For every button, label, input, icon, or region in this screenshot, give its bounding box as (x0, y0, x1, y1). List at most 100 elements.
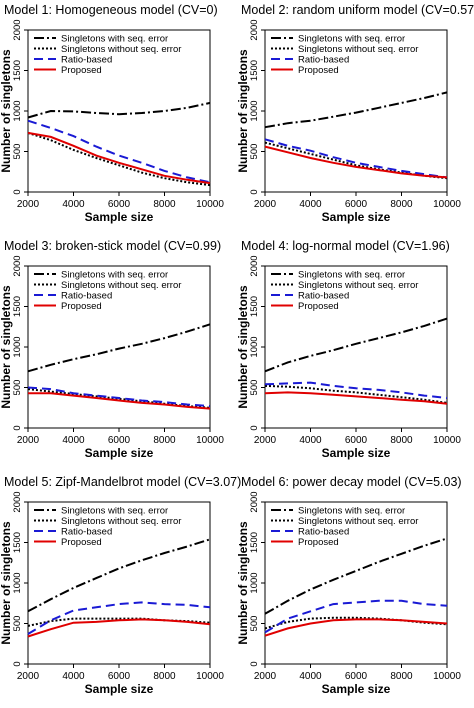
legend-label: Singletons with seq. error (61, 506, 168, 517)
legend-label: Proposed (61, 65, 102, 76)
y-tick-label: 1500 (249, 532, 260, 553)
legend-label: Singletons without seq. error (61, 280, 181, 291)
x-tick-label: 10000 (196, 199, 224, 210)
y-tick-label: 2000 (12, 255, 23, 276)
legend-label: Singletons with seq. error (298, 506, 405, 517)
x-tick-label: 8000 (153, 671, 176, 682)
y-tick-label: 1000 (249, 100, 260, 121)
legend-label: Proposed (61, 537, 102, 548)
y-tick-label: 0 (249, 425, 260, 430)
legend-label: Singletons without seq. error (298, 280, 418, 291)
chart-panel-3: Model 3: broken-stick model (CV=0.99) 200… (0, 239, 224, 460)
legend-label: Ratio-based (61, 55, 112, 66)
y-axis-label: Number of singletons (0, 521, 13, 645)
series-line-1 (27, 323, 211, 373)
x-tick-label: 8000 (390, 671, 413, 682)
x-tick-label: 2000 (17, 199, 40, 210)
series-line-1 (264, 91, 448, 129)
legend-label: Singletons with seq. error (298, 270, 405, 281)
y-tick-label: 500 (249, 380, 260, 396)
series-line-3 (27, 119, 211, 184)
series-line-2 (264, 141, 448, 180)
y-tick-label: 0 (249, 661, 260, 666)
y-tick-label: 2000 (249, 255, 260, 276)
legend-label: Proposed (298, 301, 339, 312)
chart-title: Model 3: broken-stick model (CV=0.99) (4, 239, 221, 253)
y-tick-label: 500 (12, 380, 23, 396)
x-tick-label: 6000 (108, 435, 131, 446)
x-axis-label: Sample size (322, 682, 391, 696)
y-tick-label: 500 (249, 144, 260, 160)
x-tick-label: 10000 (433, 671, 461, 682)
chart-title: Model 5: Zipf-Mandelbrot model (CV=3.07) (4, 475, 241, 489)
legend-label: Proposed (61, 301, 102, 312)
series-line-2 (264, 384, 448, 404)
y-tick-label: 0 (12, 661, 23, 666)
chart-title: Model 6: power decay model (CV=5.03) (241, 475, 462, 489)
series-line-4 (264, 618, 448, 637)
x-tick-label: 2000 (254, 199, 277, 210)
legend-label: Singletons with seq. error (61, 34, 168, 45)
y-tick-label: 0 (12, 425, 23, 430)
y-tick-label: 2000 (12, 19, 23, 40)
x-axis-label: Sample size (85, 446, 154, 460)
chart-title: Model 4: log-normal model (CV=1.96) (241, 239, 450, 253)
chart-title: Model 1: Homogeneous model (CV=0) (4, 3, 218, 17)
x-axis-label: Sample size (322, 210, 391, 224)
chart-title: Model 2: random uniform model (CV=0.57) (241, 3, 474, 17)
legend-label: Ratio-based (61, 527, 112, 538)
x-tick-label: 10000 (433, 199, 461, 210)
y-tick-label: 1000 (12, 572, 23, 593)
series-line-1 (27, 538, 211, 613)
y-axis-label: Number of singletons (0, 285, 13, 409)
chart-panel-2: Model 2: random uniform model (CV=0.57) 2… (236, 3, 474, 224)
x-tick-label: 4000 (62, 435, 85, 446)
chart-panel-5: Model 5: Zipf-Mandelbrot model (CV=3.07)… (0, 475, 241, 696)
y-tick-label: 1500 (249, 60, 260, 81)
legend-label: Singletons without seq. error (298, 516, 418, 527)
chart-panel-4: Model 4: log-normal model (CV=1.96) 2000 4… (236, 239, 461, 460)
x-tick-label: 4000 (299, 435, 322, 446)
series-line-3 (264, 599, 448, 634)
x-tick-label: 2000 (254, 671, 277, 682)
y-tick-label: 1000 (12, 336, 23, 357)
y-axis-label: Number of singletons (236, 49, 250, 173)
x-tick-label: 8000 (390, 199, 413, 210)
y-tick-label: 1000 (249, 572, 260, 593)
y-tick-label: 500 (12, 144, 23, 160)
legend-label: Singletons without seq. error (61, 44, 181, 55)
legend-label: Singletons with seq. error (298, 34, 405, 45)
series-line-1 (264, 537, 448, 615)
x-tick-label: 8000 (153, 199, 176, 210)
x-tick-label: 8000 (390, 435, 413, 446)
x-tick-label: 6000 (108, 671, 131, 682)
y-tick-label: 2000 (249, 19, 260, 40)
series-line-4 (28, 392, 211, 410)
series-line-4 (264, 391, 448, 405)
legend-label: Singletons with seq. error (61, 270, 168, 281)
y-tick-label: 500 (12, 616, 23, 632)
x-tick-label: 10000 (196, 435, 224, 446)
y-tick-label: 1500 (12, 296, 23, 317)
x-tick-label: 10000 (433, 435, 461, 446)
y-tick-label: 1500 (12, 60, 23, 81)
x-tick-label: 6000 (108, 199, 131, 210)
legend-label: Ratio-based (298, 291, 349, 302)
y-tick-label: 1000 (12, 100, 23, 121)
series-line-4 (264, 145, 448, 179)
x-tick-label: 4000 (62, 671, 85, 682)
series-line-3 (264, 138, 448, 179)
x-tick-label: 2000 (17, 671, 40, 682)
y-tick-label: 500 (249, 616, 260, 632)
series-line-3 (27, 601, 211, 635)
series-line-3 (27, 386, 211, 408)
x-axis-label: Sample size (322, 446, 391, 460)
x-tick-label: 6000 (345, 435, 368, 446)
y-tick-label: 0 (12, 189, 23, 194)
series-line-1 (27, 101, 211, 119)
series-line-3 (264, 381, 448, 399)
legend-label: Singletons without seq. error (61, 516, 181, 527)
x-axis-label: Sample size (85, 210, 154, 224)
chart-panel-1: Model 1: Homogeneous model (CV=0) 2000 400… (0, 3, 224, 224)
series-line-4 (27, 618, 211, 638)
